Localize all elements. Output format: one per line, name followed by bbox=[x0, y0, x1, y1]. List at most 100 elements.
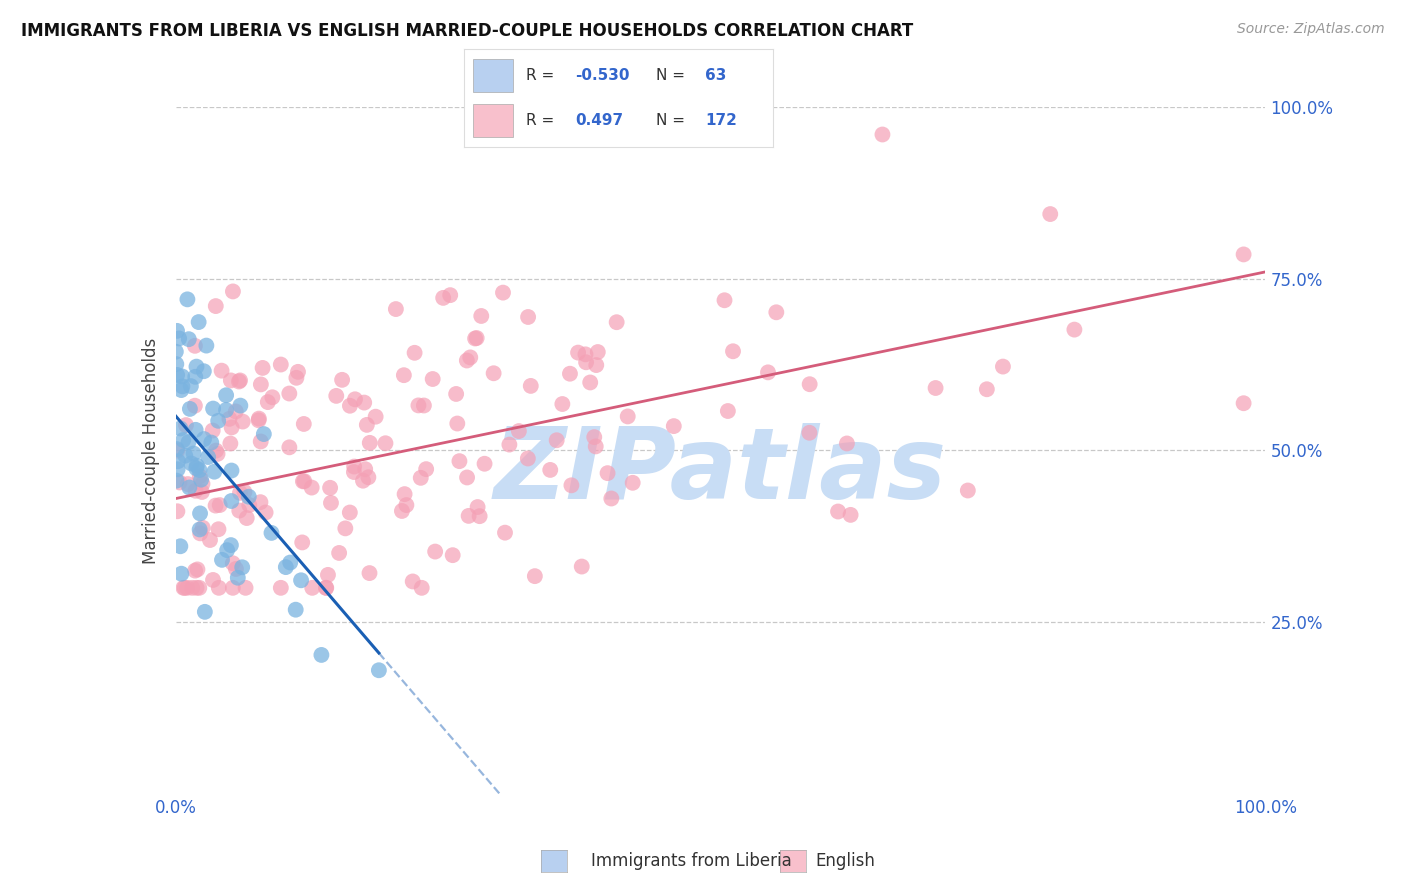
Text: 63: 63 bbox=[706, 68, 727, 83]
Point bbox=[172, 433, 194, 447]
Point bbox=[343, 465, 366, 479]
Bar bbox=[474, 59, 513, 92]
Point bbox=[174, 418, 197, 433]
Point bbox=[359, 566, 381, 580]
Point bbox=[218, 412, 240, 426]
Point bbox=[285, 371, 308, 385]
Point bbox=[287, 365, 309, 379]
Point bbox=[409, 471, 432, 485]
Point bbox=[713, 293, 735, 308]
Point bbox=[354, 462, 377, 476]
Point bbox=[176, 581, 198, 595]
Point bbox=[395, 498, 418, 512]
Point bbox=[924, 381, 946, 395]
Point bbox=[190, 473, 212, 487]
Point bbox=[172, 379, 194, 393]
Point bbox=[411, 581, 433, 595]
Point bbox=[193, 432, 215, 446]
Point bbox=[756, 365, 779, 379]
Point bbox=[188, 507, 211, 521]
Point bbox=[392, 368, 415, 383]
Point bbox=[468, 509, 491, 524]
Point bbox=[319, 496, 342, 510]
Point bbox=[167, 454, 190, 468]
Point bbox=[186, 359, 208, 374]
Point bbox=[186, 562, 208, 576]
Point bbox=[558, 367, 581, 381]
Point bbox=[186, 461, 208, 475]
Point bbox=[270, 581, 292, 595]
Point bbox=[359, 435, 381, 450]
Text: R =: R = bbox=[526, 68, 554, 83]
Point bbox=[291, 475, 314, 489]
Point bbox=[194, 605, 217, 619]
Point bbox=[256, 395, 278, 409]
Y-axis label: Married-couple Households: Married-couple Households bbox=[142, 337, 160, 564]
Point bbox=[343, 459, 366, 474]
Point bbox=[508, 424, 530, 438]
Point bbox=[439, 288, 461, 302]
Point bbox=[166, 443, 188, 458]
Point bbox=[184, 399, 207, 413]
Point bbox=[165, 357, 187, 371]
Point bbox=[278, 386, 301, 401]
Text: -0.530: -0.530 bbox=[575, 68, 630, 83]
Point bbox=[325, 389, 347, 403]
Point bbox=[458, 351, 481, 365]
Point bbox=[177, 435, 200, 450]
Point bbox=[315, 581, 337, 595]
Point bbox=[231, 560, 253, 574]
Point bbox=[301, 581, 323, 595]
Point bbox=[1233, 396, 1256, 410]
Point bbox=[179, 401, 201, 416]
Point bbox=[195, 338, 218, 352]
Point bbox=[221, 464, 243, 478]
Text: 172: 172 bbox=[706, 113, 737, 128]
Point bbox=[991, 359, 1014, 374]
Point bbox=[207, 447, 229, 461]
Point bbox=[254, 506, 277, 520]
Point bbox=[765, 305, 787, 319]
Point bbox=[183, 446, 205, 460]
Point bbox=[457, 508, 479, 523]
Point bbox=[551, 397, 574, 411]
Point bbox=[204, 299, 226, 313]
Point bbox=[188, 463, 211, 477]
Point bbox=[422, 372, 444, 386]
Point bbox=[219, 436, 242, 450]
Point bbox=[222, 285, 245, 299]
Point bbox=[976, 382, 998, 396]
Point bbox=[176, 293, 198, 307]
Point bbox=[250, 377, 273, 392]
Point bbox=[596, 466, 619, 480]
Point bbox=[356, 417, 378, 432]
Point bbox=[228, 375, 250, 389]
Point bbox=[412, 399, 434, 413]
Point bbox=[165, 344, 187, 359]
Text: ZIPatlas: ZIPatlas bbox=[494, 423, 948, 519]
Point bbox=[343, 392, 366, 407]
Point bbox=[167, 331, 190, 345]
Point bbox=[208, 581, 231, 595]
Point bbox=[444, 387, 467, 401]
Point bbox=[169, 539, 191, 553]
Point bbox=[184, 564, 207, 578]
Point bbox=[408, 398, 430, 412]
Point bbox=[191, 521, 214, 535]
Point bbox=[621, 475, 644, 490]
Point bbox=[208, 498, 231, 512]
Point bbox=[187, 315, 209, 329]
Point bbox=[606, 315, 628, 329]
Point bbox=[207, 522, 229, 536]
Point bbox=[221, 494, 243, 508]
Point bbox=[229, 486, 252, 500]
Point bbox=[367, 663, 389, 677]
Point bbox=[339, 399, 361, 413]
Point bbox=[585, 358, 607, 372]
Point bbox=[517, 310, 540, 324]
Point bbox=[186, 581, 208, 595]
Point bbox=[225, 404, 247, 418]
Point bbox=[180, 379, 202, 393]
Point bbox=[166, 504, 188, 518]
Point bbox=[494, 525, 516, 540]
